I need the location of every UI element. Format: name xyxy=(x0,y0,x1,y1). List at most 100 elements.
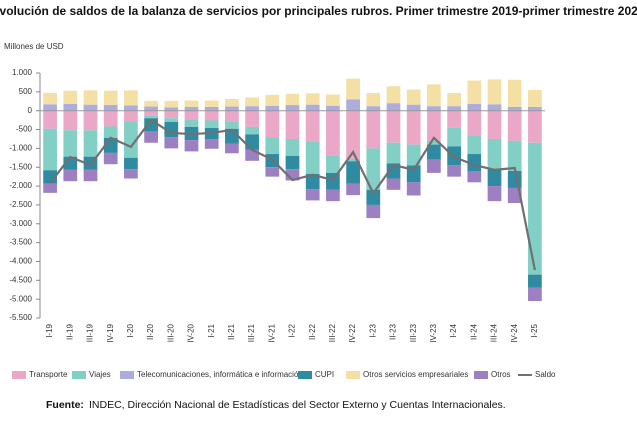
x-tick-label: IV-20 xyxy=(187,323,196,342)
bar-segment xyxy=(103,126,118,138)
bar-segment xyxy=(406,144,421,166)
bar-segment xyxy=(346,78,360,100)
bar-segment xyxy=(103,90,118,106)
y-tick-label: -2.000 xyxy=(9,181,32,190)
bar-segment xyxy=(487,138,502,170)
bar-segment xyxy=(144,131,158,143)
bar-segment xyxy=(346,158,360,162)
bar-segment xyxy=(285,138,300,156)
y-tick-label: 1.000 xyxy=(12,68,33,77)
bar-segment xyxy=(144,100,158,107)
legend-swatch xyxy=(474,371,488,379)
bar-segment xyxy=(285,93,300,106)
bar-segment xyxy=(386,86,401,104)
bar-segment xyxy=(326,172,340,190)
bar-segment xyxy=(124,122,138,158)
x-tick-label: IV-23 xyxy=(429,323,438,342)
bar-segment xyxy=(63,130,78,157)
bar-segment xyxy=(447,92,461,107)
bar-segment xyxy=(346,110,360,159)
bar-segment xyxy=(346,183,360,196)
x-tick-label: III-22 xyxy=(328,323,337,342)
legend-label: Saldo xyxy=(535,370,556,379)
bar-segment xyxy=(265,167,280,177)
bar-segment xyxy=(366,148,381,190)
bar-segment xyxy=(83,110,98,131)
y-tick-label: -5.500 xyxy=(9,313,32,322)
bar-segment xyxy=(487,110,502,139)
bar-segment xyxy=(144,115,158,119)
bar-segment xyxy=(63,110,78,131)
bar-segment xyxy=(326,189,340,202)
y-tick-label: -1.000 xyxy=(9,143,32,152)
bar-segment xyxy=(427,84,441,107)
bar-segment xyxy=(467,171,482,183)
bar-segment xyxy=(204,106,219,111)
bar-segment xyxy=(427,140,441,145)
legend-label: Otros xyxy=(491,370,511,379)
x-tick-label: I-22 xyxy=(288,323,297,337)
bar-segment xyxy=(305,141,320,175)
bar-segment xyxy=(528,110,542,143)
bar-segment xyxy=(103,110,118,127)
x-tick-label: IV-24 xyxy=(510,323,519,342)
bar-segment xyxy=(225,106,239,111)
bar-segment xyxy=(245,110,259,127)
bar-segment xyxy=(184,110,199,120)
x-tick-label: II-19 xyxy=(65,323,74,340)
x-tick-label: I-23 xyxy=(368,323,377,337)
bar-segment xyxy=(285,110,300,139)
bar-segment xyxy=(225,121,239,129)
x-tick-label: III-24 xyxy=(490,323,499,342)
bar-segment xyxy=(467,103,482,111)
bar-segment xyxy=(103,105,118,111)
bar-segment xyxy=(326,94,340,106)
bar-segment xyxy=(43,183,57,193)
bar-segment xyxy=(184,140,199,152)
bar-segment xyxy=(507,140,522,171)
bar-segment xyxy=(184,100,199,107)
bar-segment xyxy=(528,89,542,107)
legend-swatch xyxy=(72,371,86,379)
bar-segment xyxy=(144,110,158,116)
bar-segment xyxy=(406,104,421,111)
bar-segment xyxy=(467,135,482,155)
bar-segment xyxy=(83,169,98,182)
bar-segment xyxy=(245,149,259,161)
x-tick-label: II-20 xyxy=(146,323,155,340)
bar-segment xyxy=(366,204,381,219)
bar-segment xyxy=(326,110,340,156)
y-tick-label: 0 xyxy=(28,106,33,115)
bar-segment xyxy=(265,94,280,106)
legend-swatch xyxy=(12,371,26,379)
y-tick-label: -5.000 xyxy=(9,294,32,303)
bar-segment xyxy=(164,137,179,149)
bar-segment xyxy=(386,110,401,143)
bar-segment xyxy=(83,130,98,157)
bar-segment xyxy=(204,139,219,149)
x-tick-label: II-24 xyxy=(469,323,478,340)
bar-segment xyxy=(447,165,461,177)
x-tick-label: I-24 xyxy=(449,323,458,337)
bar-segment xyxy=(83,90,98,105)
bar-segment xyxy=(124,169,138,179)
bar-segment xyxy=(487,79,502,105)
bar-segment xyxy=(124,105,138,111)
y-tick-label: -2.500 xyxy=(9,200,32,209)
bar-segment xyxy=(507,106,522,111)
bar-segment xyxy=(305,174,320,190)
bar-segment xyxy=(43,104,57,111)
bar-segment xyxy=(204,120,219,129)
bar-segment xyxy=(447,127,461,147)
bar-segment xyxy=(184,106,199,111)
bar-segment xyxy=(406,110,421,145)
legend-label: Otros servicios empresariales xyxy=(363,370,468,379)
bar-segment xyxy=(528,274,542,288)
bar-segment xyxy=(43,128,57,171)
bar-segment xyxy=(406,89,421,105)
bar-segment xyxy=(346,99,360,111)
bar-segment xyxy=(265,105,280,111)
bar-segment xyxy=(366,92,381,107)
bar-segment xyxy=(447,106,461,111)
